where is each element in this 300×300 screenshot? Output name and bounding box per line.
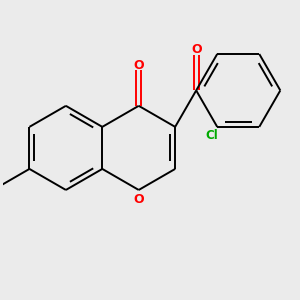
Text: Cl: Cl: [206, 130, 218, 142]
Text: O: O: [191, 43, 202, 56]
Text: O: O: [134, 193, 144, 206]
Text: O: O: [134, 58, 144, 71]
